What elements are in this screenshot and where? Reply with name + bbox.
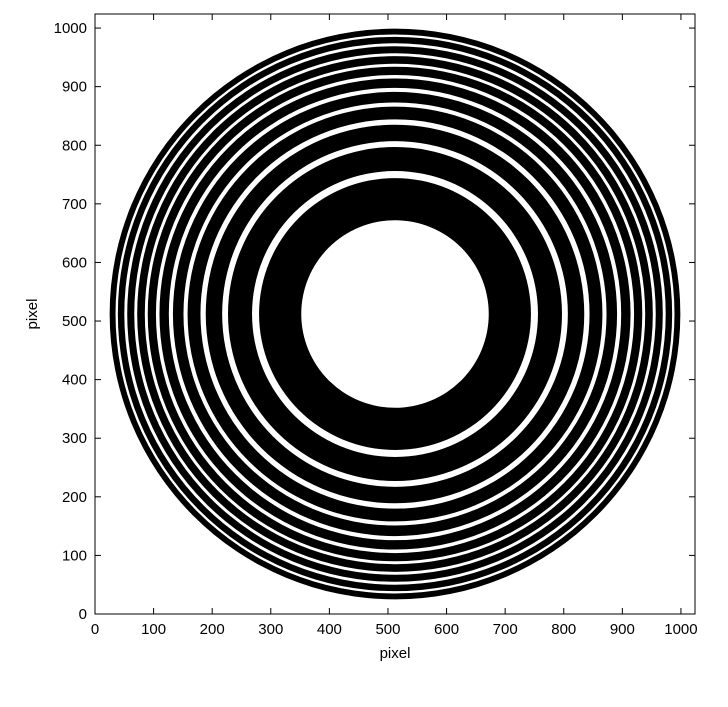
y-tick-label: 900 [62,79,87,96]
x-tick-label: 300 [258,621,283,638]
y-tick-label: 200 [62,489,87,506]
y-tick-label: 400 [62,372,87,389]
y-tick-label: 600 [62,254,87,271]
y-axis-label: pixel [24,299,41,330]
figure-container: 0 100 200 300 400 500 600 700 800 900 1000 0 100 200 3… [0,0,728,707]
x-tick-label: 700 [493,621,518,638]
x-tick-label: 900 [610,621,635,638]
x-tick-label: 500 [375,621,400,638]
y-tick-label: 100 [62,547,87,564]
x-tick-label: 200 [200,621,225,638]
x-tick-label: 1000 [664,621,697,638]
x-tick-label: 800 [551,621,576,638]
x-tick-label: 100 [141,621,166,638]
y-tick-label: 800 [62,137,87,154]
y-tick-label: 500 [62,313,87,330]
x-tick-label: 400 [317,621,342,638]
y-tick-label: 0 [79,606,87,623]
x-axis-label: pixel [380,645,411,662]
y-tick-label: 1000 [54,20,87,37]
x-tick-label: 0 [91,621,99,638]
x-tick-label: 600 [434,621,459,638]
y-tick-label: 300 [62,430,87,447]
figure-svg: 0 100 200 300 400 500 600 700 800 900 1000 0 100 200 3… [0,0,728,707]
y-tick-label: 700 [62,196,87,213]
